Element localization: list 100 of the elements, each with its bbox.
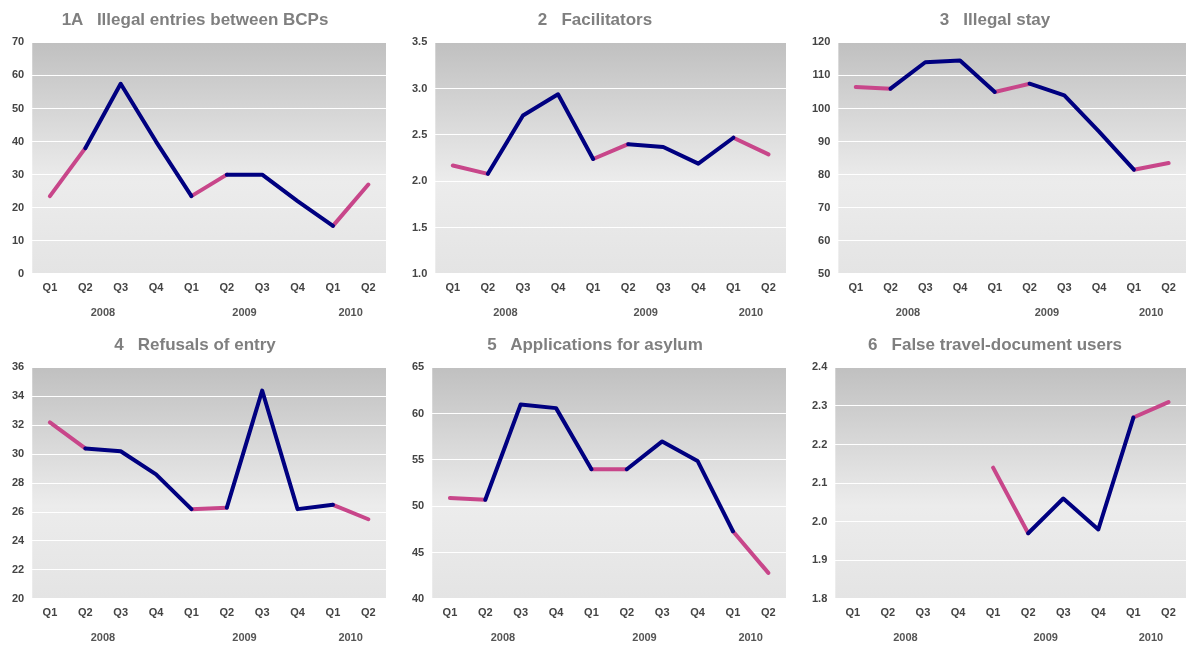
- y-tick-label: 30: [11, 447, 25, 460]
- x-tick-label: Q1: [726, 281, 741, 294]
- x-tick-label: Q2: [1161, 281, 1176, 294]
- x-tick-label: Q3: [513, 606, 529, 619]
- y-tick-label: 2.3: [811, 399, 828, 411]
- x-tick-label: Q2: [619, 606, 635, 619]
- y-tick-label: 20: [11, 591, 25, 604]
- x-tick-label: Q3: [254, 281, 270, 294]
- x-tick-label: Q4: [290, 281, 306, 294]
- x-tick-label: Q1: [325, 281, 341, 294]
- x-tick-label: Q2: [883, 281, 898, 294]
- chart-title: 4 Refusals of entry: [114, 334, 277, 354]
- x-tick-label: Q4: [148, 606, 165, 619]
- y-tick-label: 2.5: [411, 127, 428, 140]
- x-tick-label: Q2: [360, 606, 376, 619]
- text: 2009: [1033, 630, 1058, 643]
- x-tick-label: Q1: [184, 606, 199, 619]
- chart-title: 1A Illegal entries between BCPs: [61, 9, 329, 29]
- x-tick-label: Q2: [761, 281, 776, 294]
- y-tick-label: 36: [11, 360, 25, 373]
- y-tick-label: 50: [411, 499, 425, 512]
- y-tick-label: 1.0: [411, 266, 428, 279]
- y-tick-label: 2.0: [411, 174, 428, 187]
- text: 2009: [632, 630, 657, 643]
- y-tick-label: 60: [11, 68, 25, 81]
- x-tick-label: Q3: [655, 281, 671, 294]
- text: 2010: [738, 630, 763, 643]
- x-tick-label: Q3: [1056, 281, 1072, 294]
- x-tick-label: Q1: [585, 281, 601, 294]
- x-tick-label: Q1: [325, 606, 341, 619]
- x-tick-label: Q4: [290, 606, 306, 619]
- y-tick-label: 90: [818, 134, 831, 147]
- x-tick-label: Q2: [477, 606, 493, 619]
- y-tick-label: 65: [411, 360, 425, 373]
- y-tick-label: 80: [818, 167, 831, 180]
- y-tick-label: 10: [11, 233, 25, 246]
- y-tick-label: 40: [411, 591, 425, 604]
- y-tick-label: 1.5: [411, 220, 428, 233]
- x-tick-label: Q2: [77, 281, 93, 294]
- chart-title: 5 Applications for asylum: [487, 334, 703, 354]
- x-tick-label: Q3: [515, 281, 531, 294]
- y-tick-label: 2.2: [811, 437, 828, 450]
- y-tick-label: 24: [11, 533, 26, 546]
- x-tick-label: Q1: [1126, 606, 1141, 619]
- y-tick-label: 70: [818, 200, 831, 213]
- x-tick-label: Q1: [845, 606, 861, 619]
- x-tick-label: Q3: [654, 606, 670, 619]
- y-tick-label: 32: [11, 418, 25, 431]
- x-tick-label: Q2: [1161, 606, 1176, 619]
- x-tick-label: Q4: [148, 281, 165, 294]
- y-tick-label: 22: [11, 562, 25, 575]
- x-tick-label: Q4: [1091, 281, 1108, 294]
- y-tick-label: 3.5: [411, 35, 428, 48]
- x-tick-label: Q4: [1090, 606, 1107, 619]
- x-tick-label: Q2: [480, 281, 496, 294]
- text: 2010: [738, 305, 764, 318]
- text: 2009: [1034, 305, 1060, 318]
- y-tick-label: 40: [11, 134, 25, 147]
- x-tick-label: Q2: [620, 281, 636, 294]
- x-tick-label: Q2: [1022, 281, 1037, 294]
- text: 2010: [1138, 305, 1164, 318]
- chart-title: 3 Illegal stay: [939, 9, 1051, 29]
- text: 2010: [338, 630, 363, 643]
- x-tick-label: Q3: [254, 606, 270, 619]
- x-tick-label: Q2: [1020, 606, 1036, 619]
- x-tick-label: Q4: [690, 606, 706, 619]
- x-tick-label: Q1: [442, 606, 458, 619]
- y-tick-label: 20: [11, 200, 25, 213]
- x-tick-label: Q1: [987, 281, 1003, 294]
- text: 2008: [493, 305, 518, 318]
- x-tick-label: Q1: [1126, 281, 1142, 294]
- x-tick-label: Q3: [915, 606, 931, 619]
- y-tick-label: 120: [811, 35, 831, 48]
- y-tick-label: 60: [818, 233, 831, 246]
- chart-title: 6 False travel-document users: [867, 334, 1123, 354]
- x-tick-label: Q1: [985, 606, 1001, 619]
- y-tick-label: 34: [11, 389, 26, 402]
- x-tick-label: Q1: [42, 606, 58, 619]
- y-tick-label: 100: [811, 101, 831, 114]
- text: 2009: [232, 630, 257, 643]
- x-tick-label: Q1: [725, 606, 741, 619]
- x-tick-label: Q2: [219, 606, 235, 619]
- x-tick-label: Q2: [360, 281, 376, 294]
- y-tick-label: 2.0: [811, 514, 828, 527]
- text: 2008: [490, 630, 516, 643]
- y-tick-label: 110: [812, 68, 831, 81]
- x-tick-label: Q1: [848, 281, 864, 294]
- x-tick-label: Q2: [219, 281, 235, 294]
- x-tick-label: Q2: [880, 606, 896, 619]
- y-tick-label: 2.4: [811, 360, 829, 373]
- y-tick-label: 0: [18, 266, 25, 279]
- chart-title: 2 Facilitators: [537, 9, 653, 29]
- x-tick-label: Q1: [584, 606, 599, 619]
- y-tick-label: 45: [411, 545, 425, 558]
- y-tick-label: 55: [411, 452, 425, 465]
- y-tick-label: 50: [818, 266, 831, 279]
- text: 2008: [895, 305, 921, 318]
- text: 2008: [90, 630, 116, 643]
- y-tick-label: 70: [11, 35, 25, 48]
- y-tick-label: 26: [11, 505, 25, 518]
